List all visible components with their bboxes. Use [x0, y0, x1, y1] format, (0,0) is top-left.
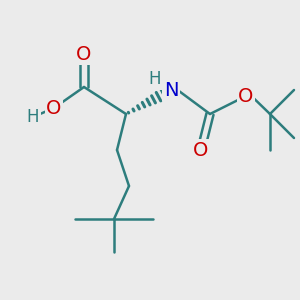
Text: H: H — [27, 108, 39, 126]
Text: N: N — [164, 80, 178, 100]
Text: O: O — [193, 140, 209, 160]
Text: O: O — [46, 98, 62, 118]
Text: O: O — [238, 86, 254, 106]
Text: O: O — [76, 44, 92, 64]
Text: H: H — [148, 70, 161, 88]
